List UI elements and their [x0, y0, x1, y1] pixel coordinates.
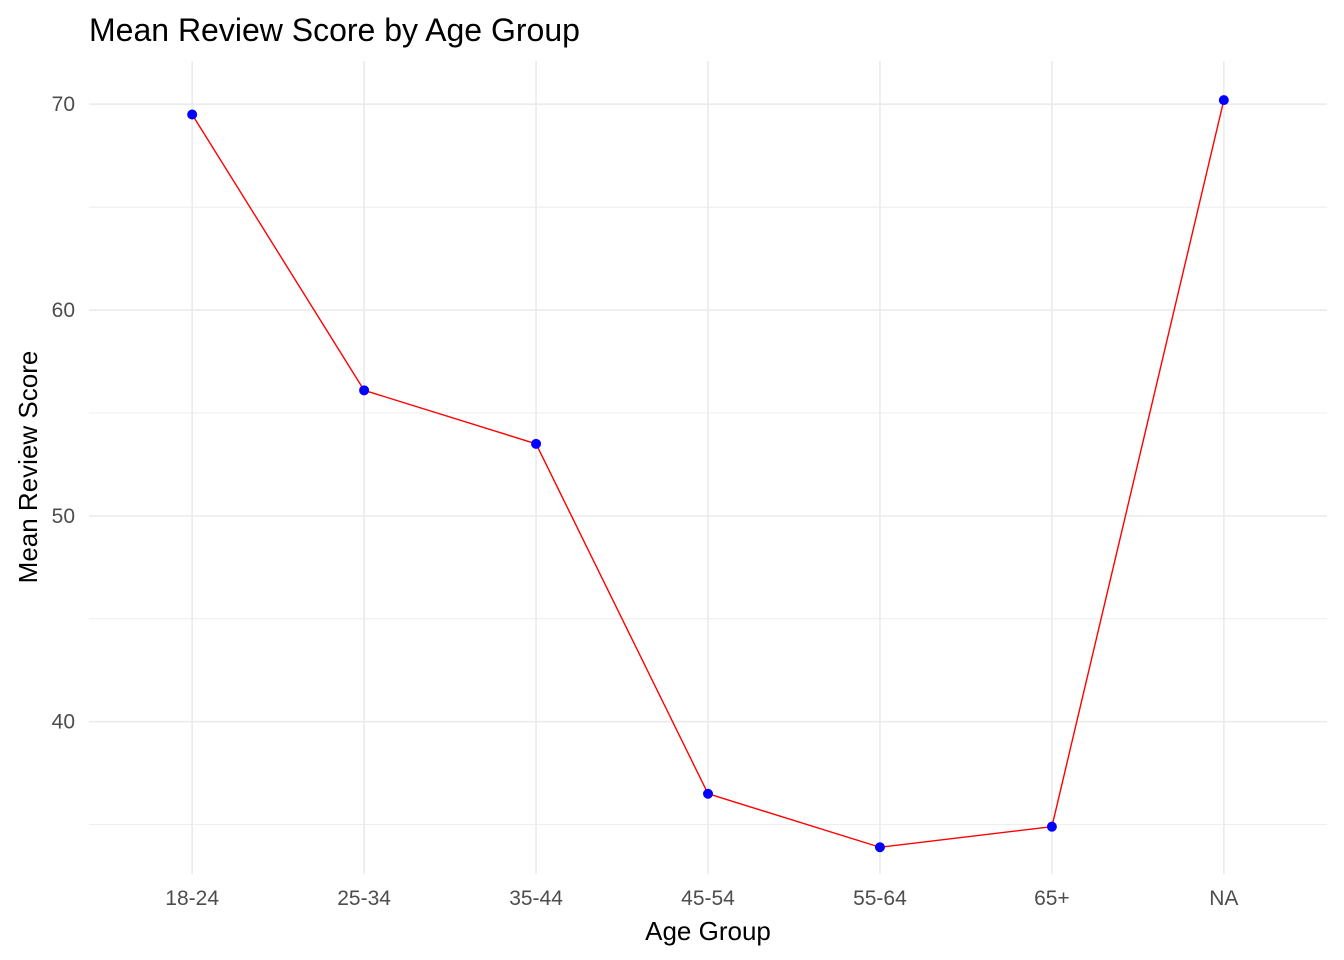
x-tick-label: 25-34	[337, 887, 391, 910]
x-tick-label: NA	[1209, 887, 1238, 910]
x-tick-label: 35-44	[509, 887, 563, 910]
series-line-segment	[535, 443, 709, 795]
x-axis-title: Age Group	[645, 916, 771, 946]
chart-title: Mean Review Score by Age Group	[89, 12, 580, 48]
y-tick-label: 70	[52, 93, 75, 116]
y-axis-title: Mean Review Score	[13, 351, 43, 584]
series-line-segment	[191, 113, 365, 392]
y-tick-label: 40	[52, 711, 75, 734]
x-tick-label: 18-24	[165, 887, 219, 910]
series	[191, 99, 1225, 848]
data-point	[703, 788, 714, 799]
series-line-segment	[707, 793, 881, 848]
series-line-segment	[363, 389, 537, 445]
tick-labels: 40 50 60 70 18-24 25-34 35-44 45-54 55-64 65+ NA	[52, 93, 1239, 910]
grid	[89, 61, 1327, 874]
y-tick-label: 50	[52, 505, 75, 528]
y-tick-label: 60	[52, 299, 75, 322]
data-point	[1218, 95, 1229, 106]
x-tick-label: 45-54	[681, 887, 735, 910]
x-tick-label: 55-64	[853, 887, 907, 910]
data-point	[359, 385, 370, 396]
series-line-segment	[1051, 99, 1225, 828]
data-point	[1046, 821, 1057, 832]
data-point	[874, 842, 885, 853]
data-point	[531, 438, 542, 449]
x-tick-label: 65+	[1034, 887, 1070, 910]
data-point	[187, 109, 198, 120]
series-line-segment	[879, 825, 1053, 848]
points	[187, 95, 1229, 853]
